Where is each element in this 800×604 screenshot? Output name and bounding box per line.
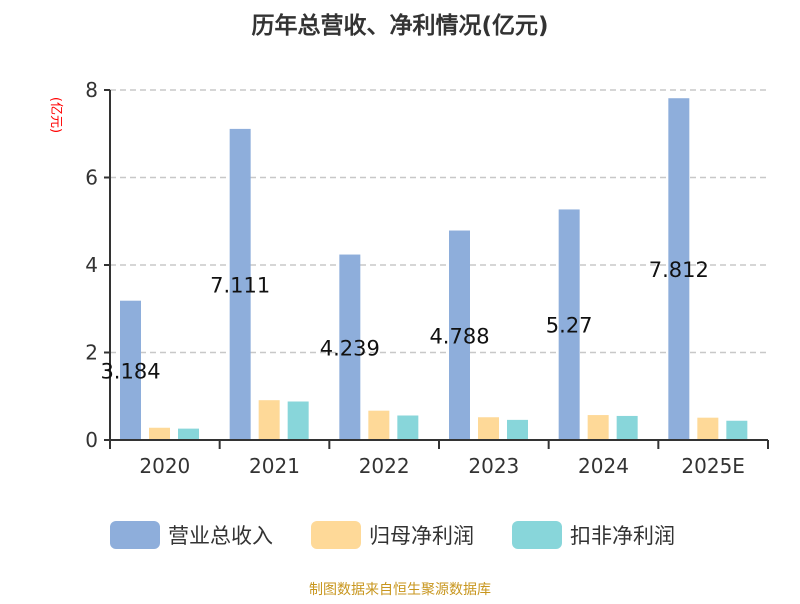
legend-label: 营业总收入 (168, 524, 273, 548)
bar-0 (668, 98, 690, 440)
data-label: 7.111 (210, 273, 270, 297)
bar-0 (120, 300, 141, 440)
bar-0 (558, 209, 580, 440)
data-label: 4.239 (320, 336, 380, 360)
y-tick-label: 8 (85, 78, 98, 102)
bar-1 (149, 427, 170, 440)
source-note: 制图数据来自恒生聚源数据库 (309, 582, 491, 598)
chart-title: 历年总营收、净利情况(亿元) (251, 12, 548, 39)
bar-0 (339, 254, 361, 440)
x-tick-label: 2021 (249, 454, 300, 478)
bar-1 (587, 415, 609, 440)
y-tick-label: 2 (85, 341, 98, 365)
bar-1 (258, 400, 280, 440)
data-label: 5.27 (546, 314, 593, 338)
x-tick-label: 2022 (359, 454, 410, 478)
legend-label: 归母净利润 (369, 524, 474, 548)
legend-label: 扣非净利润 (570, 524, 675, 548)
bar-2 (616, 415, 638, 440)
bar-1 (478, 417, 499, 440)
bar-1 (697, 417, 719, 440)
bar-2 (287, 401, 309, 440)
y-axis-label: (亿元) (48, 97, 63, 133)
x-tick-label: 2025E (681, 454, 745, 478)
data-label: 3.184 (100, 359, 160, 383)
legend-swatch (311, 521, 361, 549)
x-tick-label: 2023 (468, 454, 519, 478)
data-label: 4.788 (429, 324, 489, 348)
x-tick-label: 2024 (578, 454, 629, 478)
y-tick-label: 0 (85, 428, 98, 452)
data-label: 7.812 (649, 258, 709, 282)
x-tick-label: 2020 (139, 454, 190, 478)
bar-1 (368, 410, 390, 440)
bar-0 (449, 230, 470, 440)
y-tick-label: 4 (85, 253, 98, 277)
bar-2 (178, 428, 199, 440)
bar-2 (397, 415, 419, 440)
bar-0 (229, 128, 251, 441)
legend-swatch (512, 521, 562, 549)
legend-swatch (110, 521, 160, 549)
bar-2 (507, 419, 528, 440)
bar-2 (726, 420, 748, 440)
y-tick-label: 6 (85, 166, 98, 190)
